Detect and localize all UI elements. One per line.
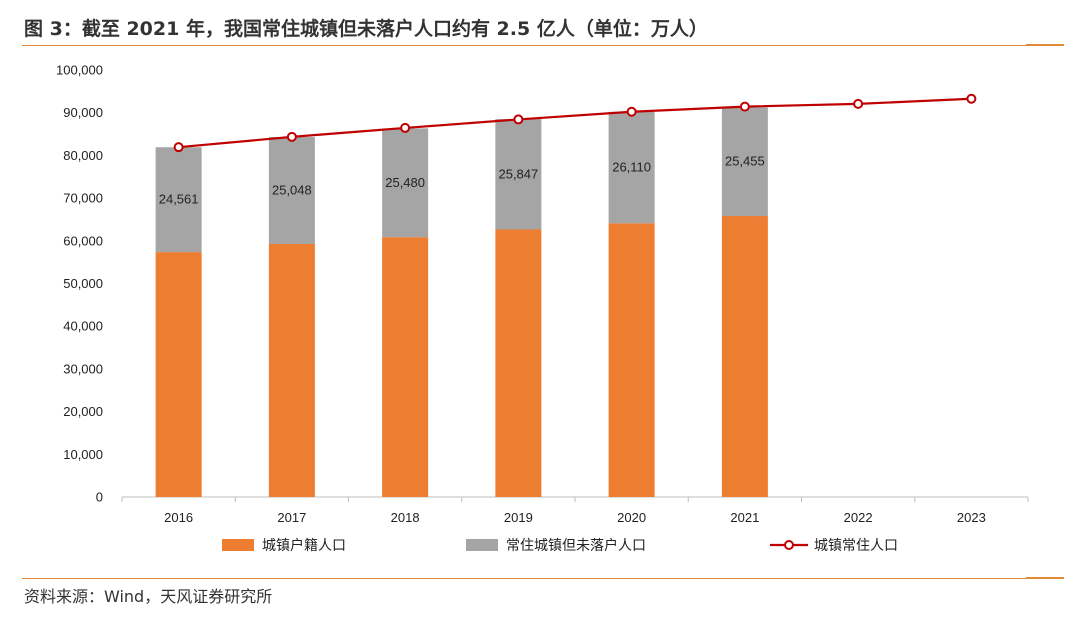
y-tick-label: 0 — [96, 490, 103, 505]
bar-urban-registered — [608, 223, 655, 497]
footer-rule — [22, 578, 1064, 579]
bar-urban-registered — [155, 252, 202, 497]
data-label: 25,455 — [725, 154, 765, 169]
line-marker — [173, 142, 184, 153]
bar-unregistered — [382, 128, 429, 238]
x-tick-label: 2018 — [391, 510, 420, 525]
header-rule-accent — [1026, 44, 1064, 46]
x-tick-label: 2020 — [617, 510, 646, 525]
y-tick-label: 30,000 — [63, 361, 103, 376]
chart-title: 图 3：截至 2021 年，我国常住城镇但未落户人口约有 2.5 亿人（单位：万… — [24, 18, 708, 40]
line-marker — [966, 93, 977, 104]
data-label: 26,110 — [612, 160, 651, 175]
bar-unregistered — [495, 119, 542, 230]
data-label: 24,561 — [159, 192, 199, 207]
line-marker — [286, 131, 297, 142]
y-tick-label: 50,000 — [63, 276, 103, 291]
data-label: 25,048 — [272, 183, 312, 198]
bar-urban-registered — [268, 244, 315, 497]
bar-unregistered — [721, 107, 768, 217]
y-tick-label: 20,000 — [63, 404, 103, 419]
x-tick-label: 2016 — [164, 510, 193, 525]
y-tick-label: 90,000 — [63, 105, 103, 120]
x-tick-label: 2023 — [957, 510, 986, 525]
bar-urban-registered — [721, 216, 768, 497]
bar-unregistered — [608, 111, 655, 224]
bar-urban-registered — [495, 229, 542, 497]
legend-swatch-registered — [222, 539, 254, 551]
header-rule — [22, 45, 1064, 46]
line-marker — [853, 98, 864, 109]
x-tick-label: 2021 — [730, 510, 759, 525]
y-tick-label: 100,000 — [56, 63, 103, 78]
x-tick-label: 2017 — [277, 510, 306, 525]
y-tick-label: 60,000 — [63, 233, 103, 248]
x-tick-label: 2022 — [844, 510, 873, 525]
bar-unregistered — [155, 147, 202, 253]
legend-label-resident: 城镇常住人口 — [814, 538, 898, 554]
line-marker — [626, 106, 637, 117]
y-tick-label: 70,000 — [63, 191, 103, 206]
footer-rule-accent — [1026, 577, 1064, 579]
legend-label-unregistered: 常住城镇但未落户人口 — [506, 537, 646, 554]
line-marker — [739, 101, 750, 112]
y-tick-label: 10,000 — [63, 447, 103, 462]
line-marker — [513, 114, 524, 125]
line-urban-resident — [178, 97, 972, 149]
bar-urban-registered — [382, 237, 429, 497]
line-marker — [400, 122, 411, 133]
bar-unregistered — [268, 137, 315, 245]
y-tick-label: 40,000 — [63, 319, 103, 334]
x-tick-label: 2019 — [504, 510, 533, 525]
data-label: 25,480 — [385, 175, 425, 190]
legend-label-registered: 城镇户籍人口 — [262, 537, 346, 554]
legend-swatch-unregistered — [466, 539, 498, 551]
y-tick-label: 80,000 — [63, 148, 103, 163]
legend-swatch-marker — [784, 540, 794, 550]
source-note: 资料来源：Wind，天风证券研究所 — [24, 587, 273, 606]
data-label: 25,847 — [498, 166, 538, 181]
